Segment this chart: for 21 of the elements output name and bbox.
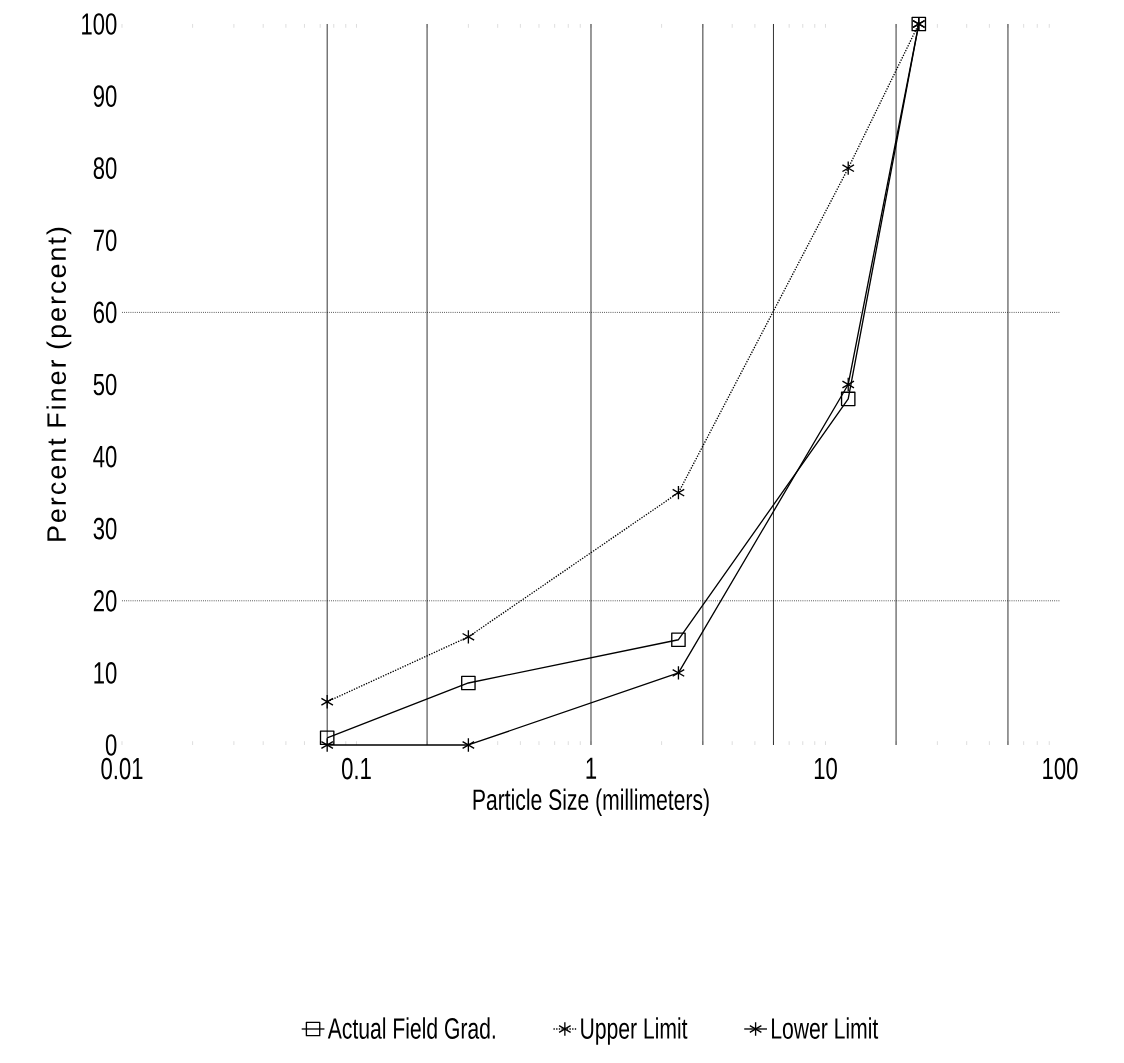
x-tick-label: 0.1 [342,757,371,780]
y-tick-label: 100 [82,13,117,35]
y-tick-label: 0 [105,734,117,756]
y-tick-label: 90 [93,85,117,107]
x-tick-label: 1 [586,757,597,779]
y-axis-title: Percent Finer (percent) [46,227,72,541]
y-tick-label: 20 [93,589,117,612]
x-tick-label: 10 [814,757,837,780]
y-tick-label: 70 [93,229,117,252]
legend-label: Lower Limit [772,1017,879,1039]
y-tick-label: 40 [93,445,117,468]
y-tick-label: 50 [93,373,117,396]
x-tick-label: 100 [1043,757,1078,780]
y-tick-label: 30 [93,517,117,540]
y-tick-label: 10 [94,662,117,684]
y-tick-label: 60 [93,301,117,324]
x-axis-title: Particle Size (millimeters) [473,788,709,816]
y-tick-label: 80 [93,157,117,180]
legend-label: Actual Field Grad. [327,1017,495,1039]
legend-label: Upper Limit [581,1017,688,1045]
x-tick-label: 0.01 [101,757,143,780]
